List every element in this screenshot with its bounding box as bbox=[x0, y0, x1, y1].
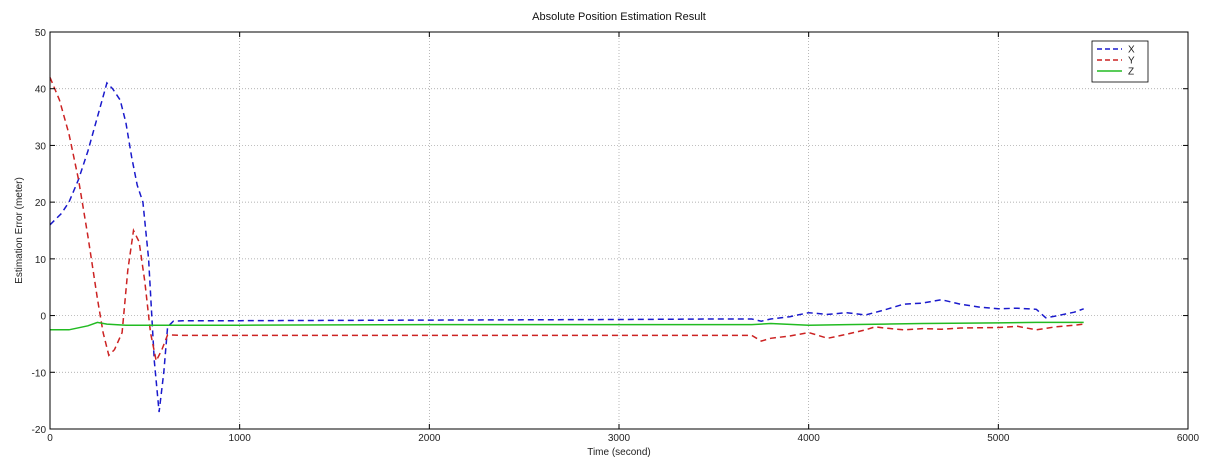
y-tick-label: 0 bbox=[40, 312, 46, 323]
series-line-z bbox=[50, 321, 1084, 331]
legend-label-y: Y bbox=[1128, 56, 1135, 67]
y-tick-label: 30 bbox=[35, 141, 47, 152]
x-axis-label: Time (second) bbox=[587, 447, 651, 458]
y-tick-label: 20 bbox=[35, 198, 47, 209]
legend-label-z: Z bbox=[1128, 67, 1134, 78]
series-line-y bbox=[49, 77, 1084, 364]
chart-title: Absolute Position Estimation Result bbox=[532, 11, 706, 23]
legend-box bbox=[1091, 40, 1149, 83]
x-tick-label: 0 bbox=[47, 433, 53, 444]
y-tick-label: 50 bbox=[35, 28, 47, 39]
grid bbox=[50, 32, 1188, 429]
series-line-x bbox=[49, 81, 1084, 413]
x-tick-label: 6000 bbox=[1177, 433, 1200, 444]
y-tick-label: 40 bbox=[35, 85, 47, 96]
x-tick-label: 4000 bbox=[798, 433, 821, 444]
y-axis-label: Estimation Error (meter) bbox=[14, 177, 25, 284]
x-tick-label: 5000 bbox=[987, 433, 1010, 444]
axis-ticks: 0 1000 2000 3000 4000 5000 6000 -20 -10 0 10 20 30 40… bbox=[32, 28, 1200, 444]
x-tick-label: 3000 bbox=[608, 433, 631, 444]
legend-label-x: X bbox=[1128, 45, 1135, 56]
y-tick-label: 10 bbox=[35, 255, 47, 266]
y-tick-label: -20 bbox=[32, 425, 47, 436]
x-tick-label: 1000 bbox=[229, 433, 252, 444]
legend: XYZ bbox=[1091, 40, 1149, 83]
series-group bbox=[49, 77, 1084, 413]
y-tick-label: -10 bbox=[32, 368, 47, 379]
x-tick-label: 2000 bbox=[418, 433, 441, 444]
